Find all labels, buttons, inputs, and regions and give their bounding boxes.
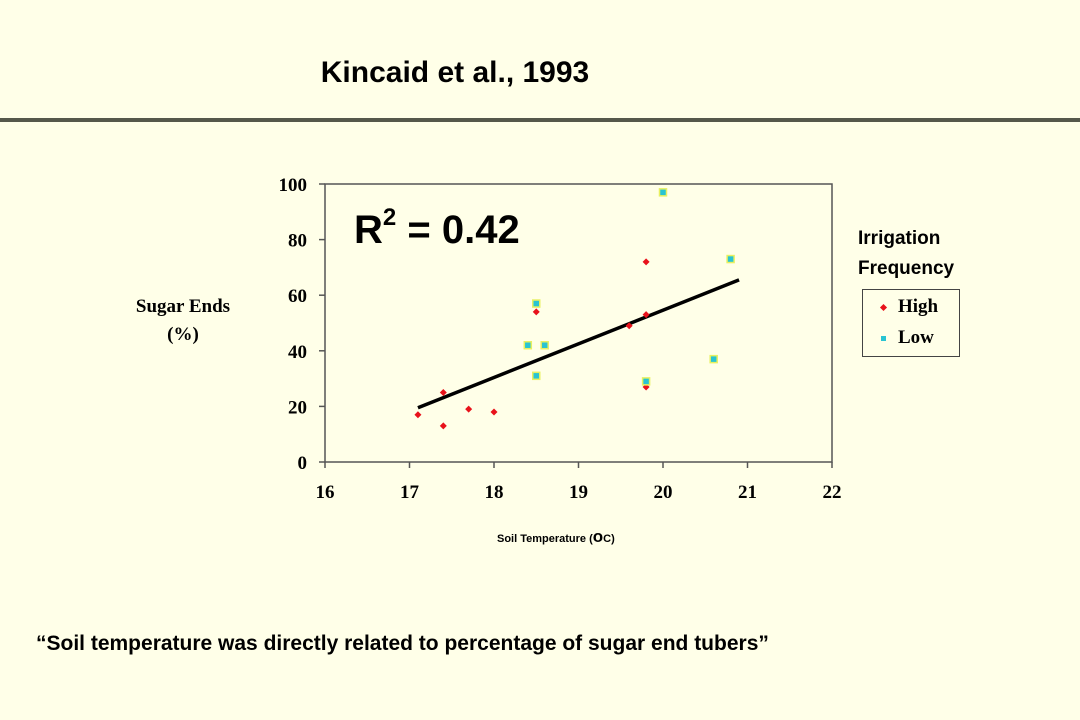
y-axis-label-line2: (%) bbox=[167, 324, 199, 345]
x-tick-label: 22 bbox=[823, 482, 842, 503]
data-point-low bbox=[658, 188, 668, 197]
x-tick-label: 20 bbox=[654, 482, 673, 503]
y-axis-ticks: 0 20 40 60 80 100 bbox=[279, 175, 325, 474]
y-tick-label: 40 bbox=[288, 342, 307, 363]
data-point-high bbox=[532, 308, 540, 316]
data-point-high bbox=[439, 389, 447, 396]
legend-item-high: High bbox=[879, 295, 939, 319]
data-point-high bbox=[625, 322, 633, 330]
data-point-high bbox=[439, 422, 447, 430]
quote-text: “Soil temperature was directly related t… bbox=[36, 632, 769, 655]
data-point-low bbox=[532, 299, 541, 308]
y-tick-label: 80 bbox=[288, 231, 307, 252]
r-squared-label: R2 = 0.42 bbox=[354, 204, 520, 252]
y-tick-label: 0 bbox=[298, 453, 308, 474]
plot-area bbox=[324, 183, 833, 463]
data-point-low bbox=[709, 354, 718, 364]
data-point-low bbox=[532, 371, 541, 381]
x-tick-label: 19 bbox=[569, 482, 588, 503]
data-point-low bbox=[641, 377, 651, 386]
data-point-high bbox=[414, 411, 422, 419]
y-tick-label: 100 bbox=[279, 175, 308, 196]
legend-title: Irrigation Frequency bbox=[858, 228, 955, 279]
y-tick-label: 60 bbox=[288, 286, 307, 307]
high-marker-icon bbox=[879, 303, 888, 311]
trendline bbox=[417, 278, 740, 410]
data-points bbox=[414, 188, 735, 430]
legend-label-low: Low bbox=[898, 327, 934, 348]
x-tick-label: 17 bbox=[400, 482, 420, 503]
data-point-low bbox=[523, 340, 533, 350]
slide-title: Kincaid et al., 1993 bbox=[320, 56, 590, 89]
x-axis-ticks: 16 17 18 19 20 21 22 bbox=[316, 462, 842, 503]
data-point-high bbox=[490, 408, 498, 416]
title-divider bbox=[0, 118, 1080, 122]
legend-item-low: Low bbox=[881, 326, 934, 350]
data-point-low bbox=[540, 340, 549, 350]
x-tick-label: 16 bbox=[316, 482, 335, 503]
data-point-high bbox=[642, 258, 650, 266]
legend-label-high: High bbox=[898, 296, 939, 317]
data-point-high bbox=[465, 405, 473, 413]
data-point-high bbox=[642, 311, 650, 319]
legend: High Low bbox=[862, 289, 960, 357]
y-axis-label-line1: Sugar Ends bbox=[136, 296, 230, 317]
data-point-low bbox=[726, 254, 735, 264]
y-tick-label: 20 bbox=[288, 397, 307, 418]
low-marker-icon bbox=[881, 335, 886, 341]
x-axis-label: Soil Temperature (oC) bbox=[497, 527, 615, 546]
x-tick-label: 18 bbox=[485, 482, 504, 503]
x-tick-label: 21 bbox=[738, 482, 757, 503]
